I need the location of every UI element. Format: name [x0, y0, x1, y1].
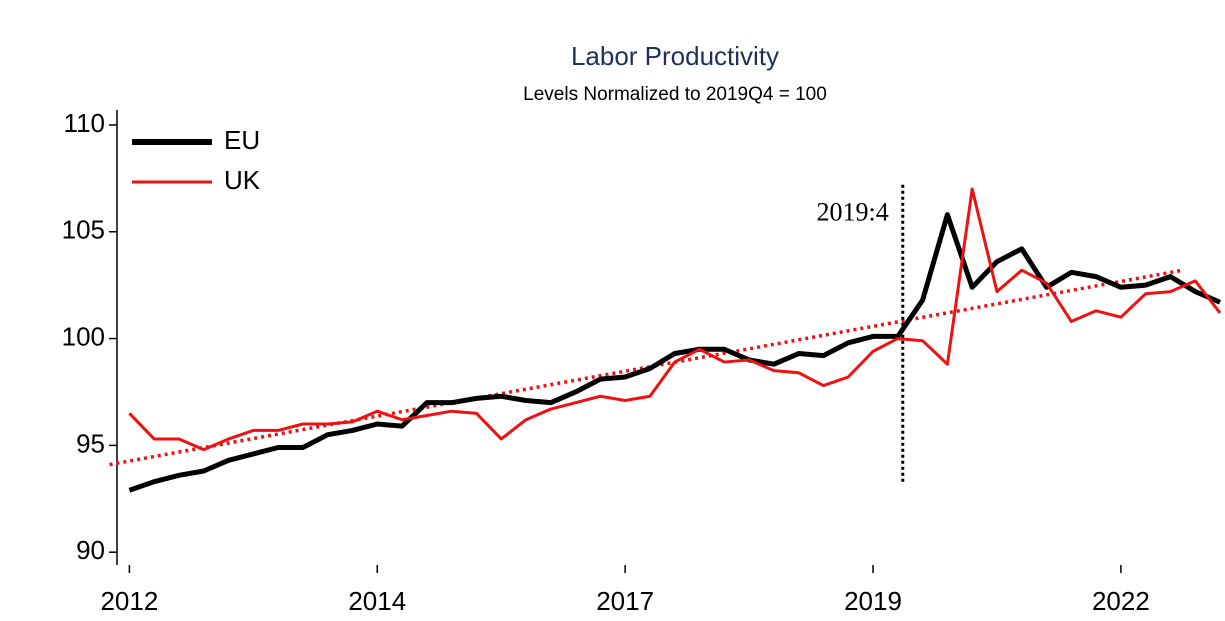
legend-label: UK [224, 165, 261, 195]
y-tick-label: 105 [62, 215, 105, 245]
y-tick-label: 110 [64, 108, 105, 138]
y-tick-label: 90 [76, 535, 105, 565]
legend-label: EU [224, 125, 260, 155]
chart-title: Labor Productivity [571, 41, 779, 71]
x-tick-label: 2014 [348, 586, 406, 616]
annotation-label: 2019:4 [817, 198, 889, 227]
x-tick-label: 2022 [1092, 586, 1150, 616]
series-line [128, 212, 1222, 493]
x-tick-label: 2019 [844, 586, 902, 616]
y-tick-label: 100 [62, 321, 105, 351]
y-tick-label: 95 [76, 428, 105, 458]
chart-subtitle: Levels Normalized to 2019Q4 = 100 [523, 84, 827, 105]
x-tick-label: 2017 [596, 586, 654, 616]
series-line [128, 187, 1222, 452]
x-tick-label: 2012 [100, 586, 158, 616]
